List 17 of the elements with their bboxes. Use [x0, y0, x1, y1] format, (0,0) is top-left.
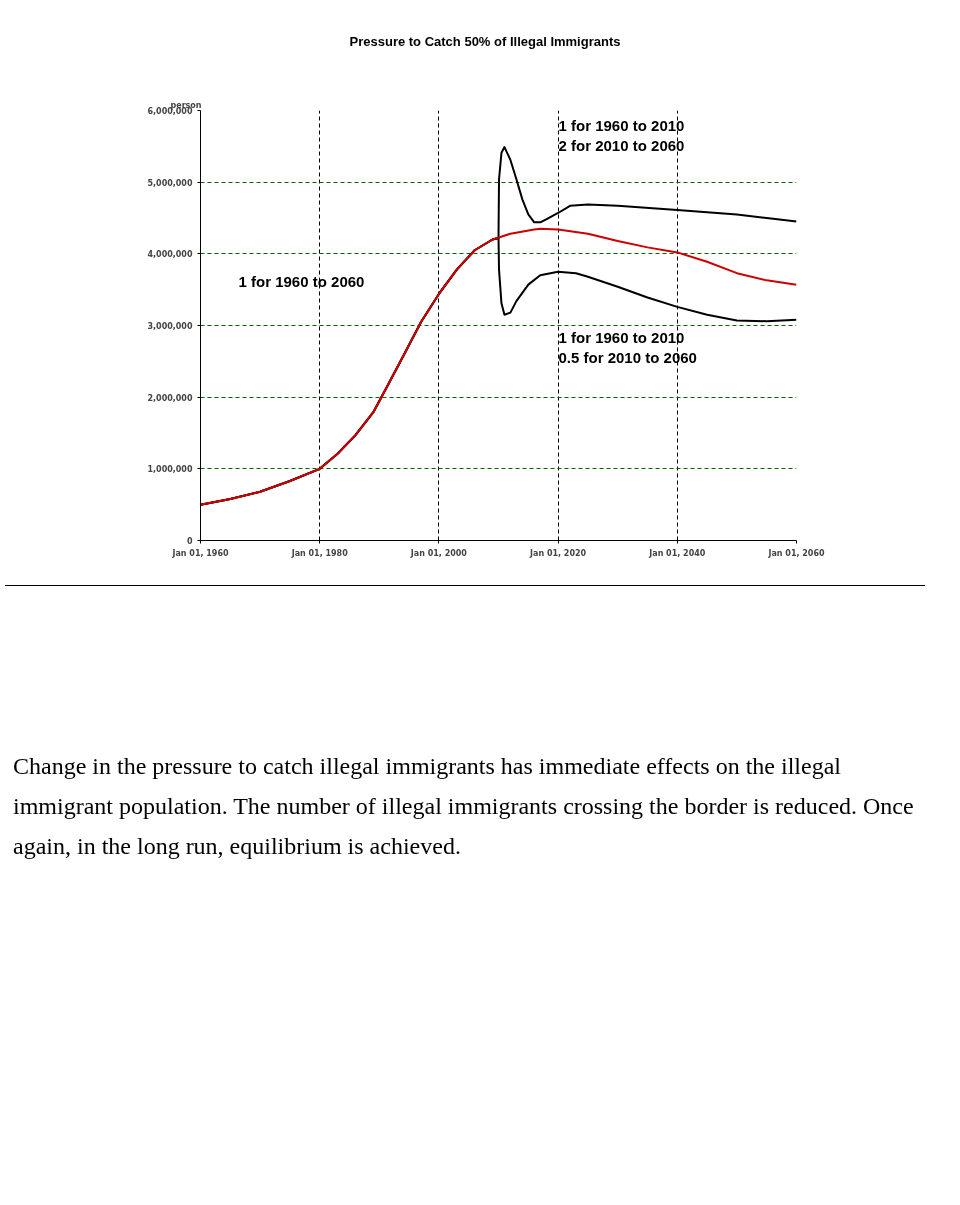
x-tick-label: Jan 01, 2060	[767, 548, 825, 558]
y-tick-label: 3,000,000	[147, 322, 193, 331]
annotation: 1 for 1960 to 2010 2 for 2010 to 2060	[558, 116, 685, 154]
annotation: 1 for 1960 to 2010 0.5 for 2010 to 2060	[558, 328, 697, 366]
y-tick-label: 1,000,000	[147, 465, 193, 475]
x-tick-label: Jan 01, 2020	[529, 548, 587, 558]
x-tick-label: Jan 01, 2040	[648, 548, 706, 558]
y-tick-label: 2,000,000	[147, 393, 193, 403]
y-tick-label: 0	[186, 537, 193, 546]
x-tick-label: Jan 01, 1980	[290, 548, 349, 558]
y-tick-label: 4,000,000	[147, 250, 193, 260]
x-tick-label: Jan 01, 1960	[171, 548, 229, 558]
x-tick-label: Jan 01, 2000	[409, 548, 468, 558]
annotation: 1 for 1960 to 2060	[238, 272, 365, 290]
chart-title: Pressure to Catch 50% of Illegal Immigrants	[349, 33, 621, 51]
y-tick-label: 5,000,000	[147, 178, 193, 188]
text: Change in the pressure to catch illegal immigrants has immediate effects on the illegal immigrant population. The number of illegal immigrants crossing the border is reduced. Once again, in the long run, equilibrium is achieved.	[13, 752, 915, 861]
